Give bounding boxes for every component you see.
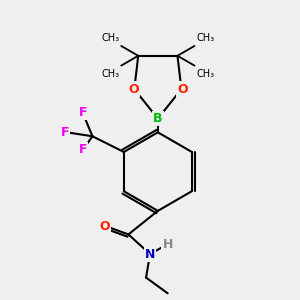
Text: N: N bbox=[145, 248, 155, 260]
Text: CH₃: CH₃ bbox=[196, 68, 214, 79]
Text: O: O bbox=[177, 82, 188, 96]
Text: O: O bbox=[128, 82, 139, 96]
Text: F: F bbox=[78, 143, 87, 157]
Text: CH₃: CH₃ bbox=[196, 33, 214, 43]
Text: CH₃: CH₃ bbox=[101, 33, 119, 43]
Text: B: B bbox=[153, 112, 163, 125]
Text: O: O bbox=[100, 220, 110, 233]
Text: F: F bbox=[61, 126, 69, 139]
Text: H: H bbox=[163, 238, 173, 251]
Text: F: F bbox=[78, 106, 87, 119]
Text: CH₃: CH₃ bbox=[101, 68, 119, 79]
